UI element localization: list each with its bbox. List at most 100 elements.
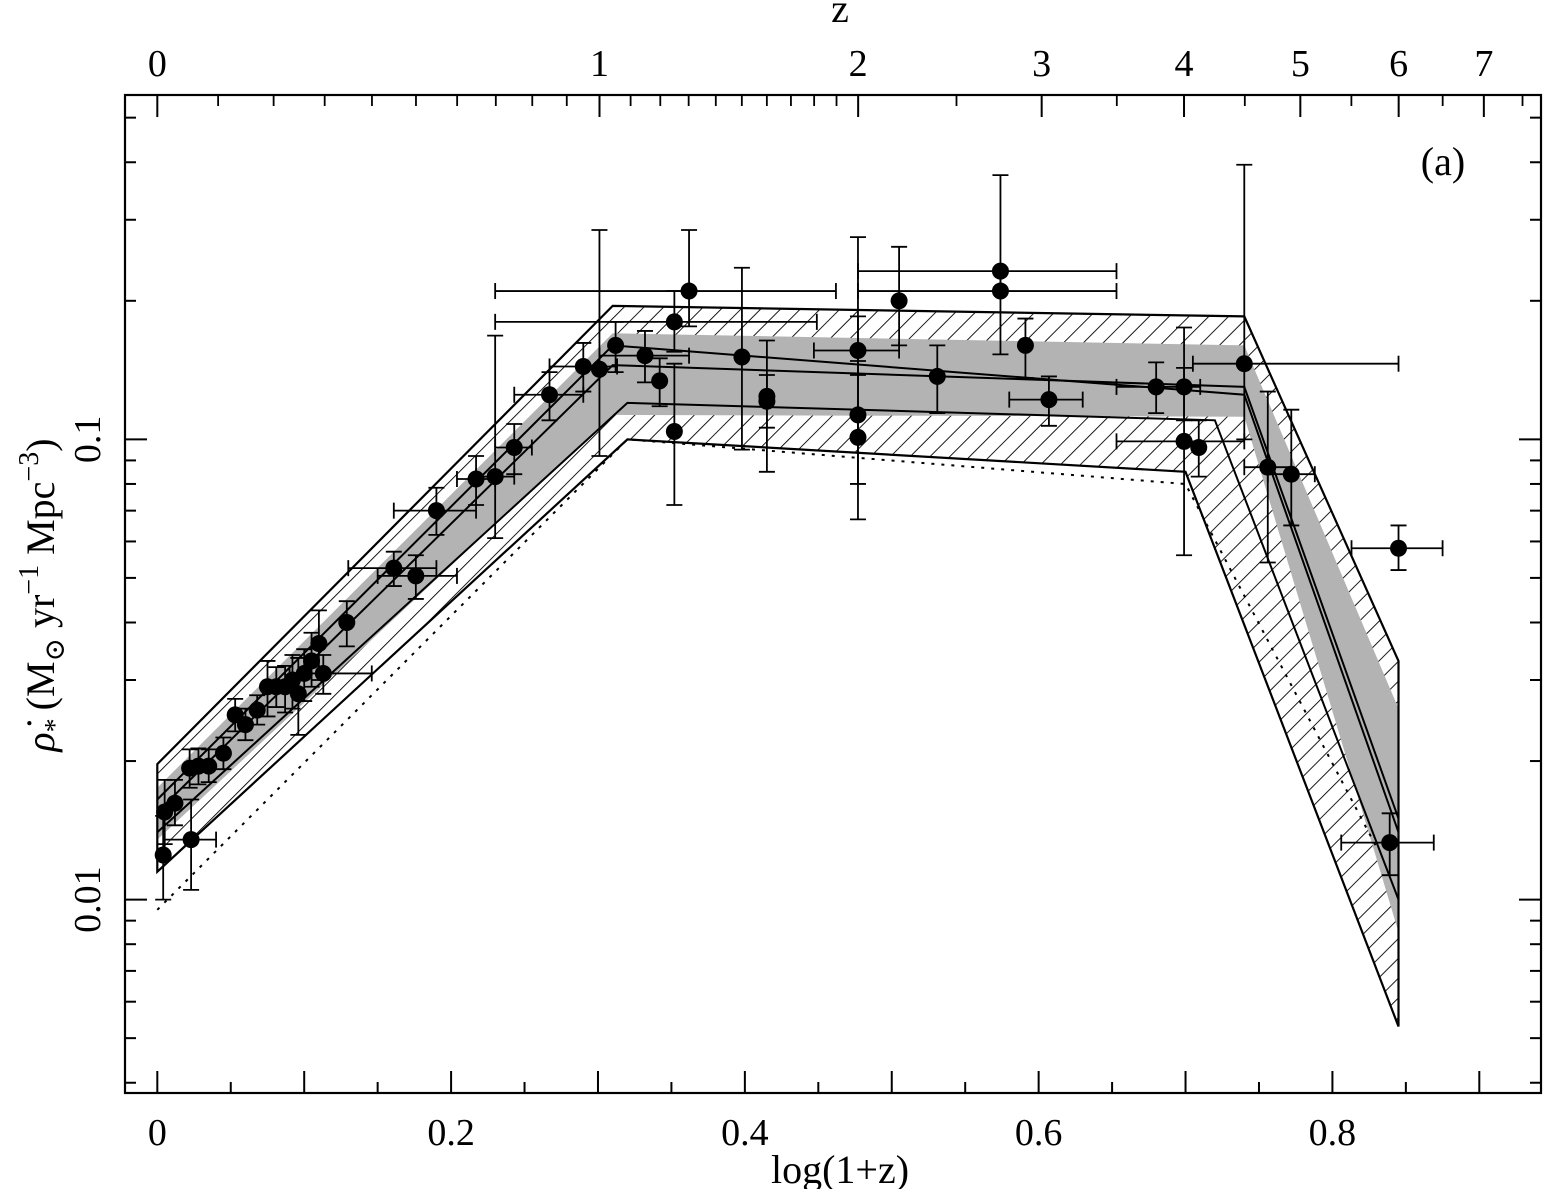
data-marker [758, 392, 776, 410]
data-point-35 [665, 362, 683, 506]
dotted-model-line [156, 438, 1378, 911]
data-marker [590, 360, 608, 378]
data-marker [214, 744, 232, 762]
y-axis-units: (M [18, 661, 63, 710]
data-point-11 [248, 694, 266, 726]
data-point-55 [1266, 408, 1316, 527]
data-marker [733, 348, 751, 366]
y-axis-close: ) [18, 438, 63, 451]
data-marker [607, 336, 625, 354]
data-marker [574, 357, 592, 375]
y-axis-exp2: −3 [14, 452, 45, 482]
data-marker [1381, 834, 1399, 852]
data-point-21 [338, 600, 356, 648]
data-marker [1282, 465, 1300, 483]
data-point-33 [651, 357, 669, 408]
z-tick-label: 5 [1291, 43, 1310, 85]
bands-layer [156, 304, 1400, 1027]
data-point-18 [303, 631, 321, 688]
y-axis-sun-sub: ⊙ [40, 638, 71, 661]
data-points-layer [154, 163, 1444, 901]
data-point-29 [548, 342, 618, 393]
data-point-45 [857, 174, 1118, 292]
data-marker [1040, 391, 1058, 409]
top-axis-title: z [831, 0, 849, 31]
data-marker [314, 664, 332, 682]
data-point-53 [1191, 163, 1400, 441]
data-marker [1235, 355, 1253, 373]
model-line-3 [156, 401, 1400, 900]
data-marker [680, 282, 698, 300]
plot-frame [123, 93, 1543, 1095]
data-marker [890, 292, 908, 310]
z-tick-label: 2 [849, 43, 868, 85]
data-point-9 [226, 697, 244, 733]
data-point-20 [288, 654, 373, 695]
data-point-8 [214, 736, 232, 771]
data-marker [154, 846, 172, 864]
z-tick-label: 7 [1474, 43, 1493, 85]
panel-label: (a) [1421, 139, 1465, 184]
z-tick-label: 1 [590, 43, 609, 85]
ticks-layer [125, 95, 1541, 1093]
data-point-3 [166, 779, 184, 827]
x-tick-label: 0.4 [721, 1112, 769, 1154]
y-axis-units-yr: yr [18, 595, 63, 638]
data-marker [427, 502, 445, 520]
data-marker [1016, 336, 1034, 354]
data-marker [486, 468, 504, 486]
y-axis-units-mpc: Mpc [18, 482, 63, 565]
x-tick-label: 0 [148, 1112, 167, 1154]
data-marker [1190, 439, 1208, 457]
model-line-2 [156, 344, 1400, 833]
data-point-23 [376, 554, 458, 600]
data-point-31 [607, 320, 625, 373]
inner-gray-band [157, 333, 1399, 933]
data-marker [338, 614, 356, 632]
data-marker [849, 428, 867, 446]
data-point-27 [494, 423, 533, 476]
data-marker [385, 559, 403, 577]
data-point-44 [928, 344, 946, 415]
data-point-34 [494, 290, 818, 353]
data-point-37 [733, 266, 751, 451]
data-point-57 [1340, 812, 1435, 877]
data-marker [407, 567, 425, 585]
data-point-43 [890, 245, 908, 347]
data-point-22 [347, 550, 438, 587]
data-point-42 [849, 360, 867, 521]
data-marker [991, 282, 1009, 300]
data-marker [505, 439, 523, 457]
data-marker [166, 794, 184, 812]
data-marker [289, 685, 307, 703]
data-marker [1175, 432, 1193, 450]
data-point-39 [758, 374, 776, 429]
z-tick-label: 0 [148, 43, 167, 85]
data-point-24 [392, 486, 477, 536]
data-marker [541, 386, 559, 404]
data-point-47 [1016, 317, 1034, 379]
y-axis-title: ρ̇*(M⊙ yr−1 Mpc−3) [14, 438, 71, 753]
y-axis-symbol-sub: * [40, 718, 71, 732]
z-tick-label: 6 [1389, 43, 1408, 85]
data-marker [200, 757, 218, 775]
data-point-46 [857, 267, 1118, 356]
data-marker [1147, 378, 1165, 396]
outer-band-outline [156, 304, 1400, 1027]
data-marker [1390, 539, 1408, 557]
z-tick-label: 3 [1032, 43, 1051, 85]
x-tick-label: 0.6 [1015, 1112, 1063, 1154]
data-point-51 [1115, 366, 1246, 557]
data-marker [182, 831, 200, 849]
y-tick-label: 0.01 [67, 866, 109, 933]
y-axis-exp1: −1 [14, 565, 45, 595]
y-tick-label: 0.1 [67, 416, 109, 464]
data-point-36 [494, 229, 837, 328]
data-marker [665, 423, 683, 441]
x-tick-label: 0.2 [427, 1112, 475, 1154]
data-marker [236, 716, 254, 734]
data-marker [928, 367, 946, 385]
x-tick-label: 0.8 [1309, 1112, 1357, 1154]
data-point-28 [513, 371, 585, 422]
